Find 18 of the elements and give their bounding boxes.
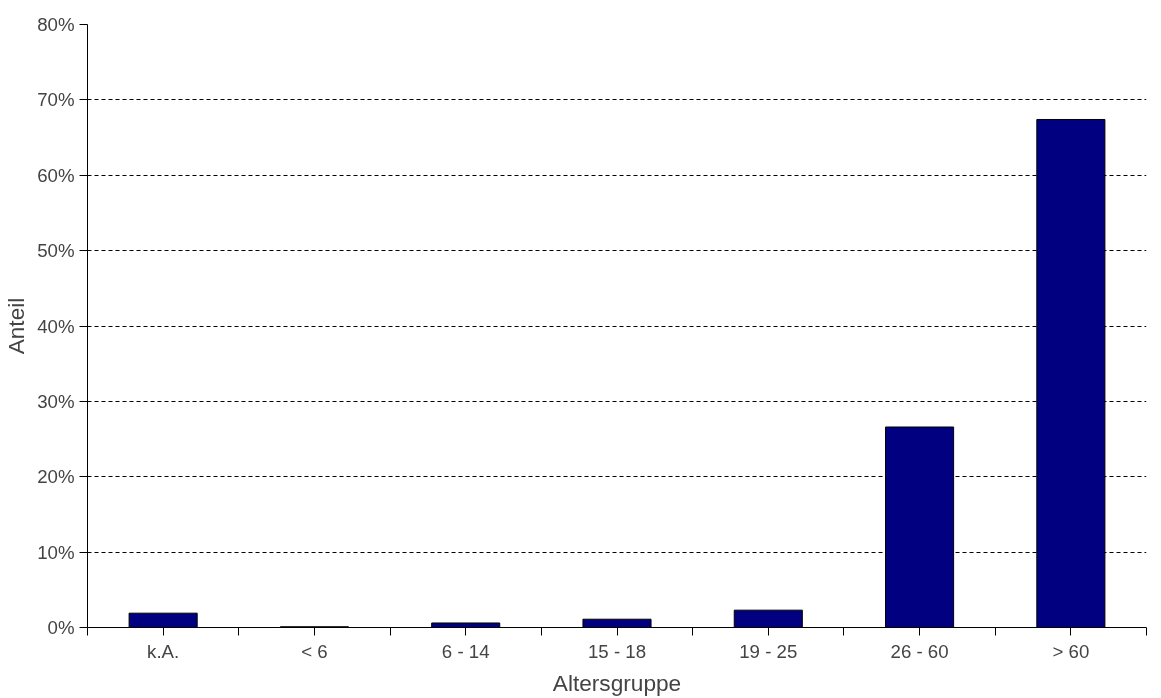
x-tick-label: 6 - 14 [441,640,490,662]
x-axis-title: Altersgruppe [552,669,682,696]
y-tick-label: 20% [37,466,75,488]
x-tick-label: > 60 [1052,640,1090,662]
x-tick-label: 15 - 18 [587,640,647,662]
y-tick-label: 10% [37,541,75,563]
y-tick-label: 60% [37,164,75,186]
x-tick-label: k.A. [147,640,180,662]
y-tick-label: 80% [37,14,75,35]
y-tick-label: 40% [37,315,75,337]
x-tick-label: 26 - 60 [890,640,949,662]
y-tick-label: 30% [37,390,75,412]
x-tick-label: < 6 [301,640,328,662]
x-tick-label: 19 - 25 [739,640,798,662]
y-axis-title: Anteil [3,297,30,355]
y-tick-label: 50% [37,240,75,262]
y-tick-label: 0% [47,617,75,638]
y-tick-label: 70% [37,89,75,111]
